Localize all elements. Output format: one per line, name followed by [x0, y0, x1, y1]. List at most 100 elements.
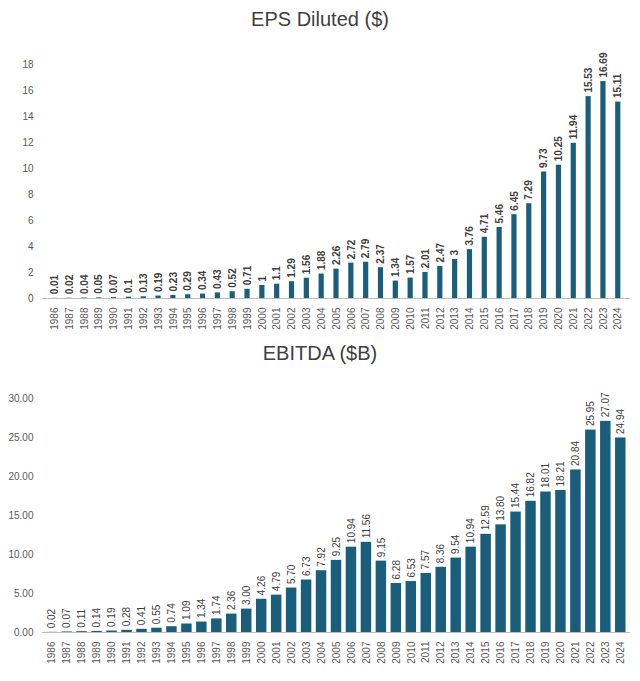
svg-text:16.69: 16.69 [598, 52, 609, 77]
svg-text:0.13: 0.13 [138, 273, 149, 293]
svg-text:2003: 2003 [301, 307, 312, 330]
svg-text:6: 6 [28, 215, 34, 226]
svg-text:1.34: 1.34 [390, 257, 401, 277]
svg-text:2021: 2021 [570, 641, 581, 664]
svg-text:2.36: 2.36 [226, 590, 237, 610]
svg-text:1987: 1987 [64, 307, 75, 330]
svg-text:2014: 2014 [465, 641, 476, 664]
svg-text:2009: 2009 [390, 307, 401, 330]
svg-text:7.29: 7.29 [523, 180, 534, 200]
svg-text:6.73: 6.73 [301, 556, 312, 576]
svg-text:3.00: 3.00 [241, 585, 252, 605]
svg-text:1.74: 1.74 [211, 595, 222, 615]
svg-text:0.07: 0.07 [108, 274, 119, 294]
svg-text:0.1: 0.1 [123, 279, 134, 293]
svg-text:2015: 2015 [480, 641, 491, 664]
svg-text:2004: 2004 [316, 641, 327, 664]
svg-text:2019: 2019 [540, 641, 551, 664]
svg-text:2.37: 2.37 [375, 244, 386, 264]
svg-text:25.00: 25.00 [8, 432, 33, 443]
svg-text:1997: 1997 [211, 641, 222, 664]
svg-text:30.00: 30.00 [8, 393, 33, 404]
svg-text:25.95: 25.95 [585, 401, 596, 426]
svg-text:2008: 2008 [376, 641, 387, 664]
svg-text:2016: 2016 [494, 307, 505, 330]
svg-text:2024: 2024 [615, 641, 626, 664]
svg-text:20.00: 20.00 [8, 471, 33, 482]
svg-text:2008: 2008 [375, 307, 386, 330]
svg-text:1989: 1989 [93, 307, 104, 330]
svg-text:2020: 2020 [553, 307, 564, 330]
svg-text:0.71: 0.71 [242, 265, 253, 285]
svg-text:0.11: 0.11 [76, 608, 87, 627]
svg-text:16.82: 16.82 [525, 472, 536, 497]
svg-text:2004: 2004 [316, 307, 327, 330]
svg-text:4.79: 4.79 [271, 571, 282, 591]
svg-text:0.19: 0.19 [153, 272, 164, 292]
svg-text:2022: 2022 [585, 641, 596, 664]
svg-text:0.43: 0.43 [212, 269, 223, 289]
svg-text:0.41: 0.41 [136, 605, 147, 625]
svg-text:1999: 1999 [242, 307, 253, 330]
svg-text:2006: 2006 [346, 641, 357, 664]
svg-text:1993: 1993 [151, 641, 162, 664]
svg-text:2017: 2017 [510, 641, 521, 664]
svg-text:9.54: 9.54 [450, 534, 461, 554]
svg-text:2005: 2005 [331, 307, 342, 330]
svg-text:0.74: 0.74 [166, 603, 177, 623]
svg-text:2.26: 2.26 [331, 245, 342, 265]
svg-text:8.36: 8.36 [435, 543, 446, 563]
svg-text:0.29: 0.29 [182, 271, 193, 291]
svg-text:6.28: 6.28 [391, 560, 402, 580]
svg-text:1994: 1994 [166, 641, 177, 664]
svg-text:2009: 2009 [391, 641, 402, 664]
svg-text:6.53: 6.53 [406, 558, 417, 578]
svg-text:18.01: 18.01 [540, 463, 551, 488]
svg-text:1.88: 1.88 [316, 250, 327, 270]
svg-text:2023: 2023 [598, 307, 609, 330]
svg-text:6.45: 6.45 [509, 191, 520, 211]
svg-text:4: 4 [28, 241, 34, 252]
svg-text:27.07: 27.07 [600, 392, 611, 417]
svg-text:0.07: 0.07 [61, 608, 72, 628]
svg-text:0.14: 0.14 [91, 608, 102, 628]
svg-text:2018: 2018 [523, 307, 534, 330]
svg-text:2016: 2016 [495, 641, 506, 664]
svg-text:12: 12 [22, 137, 34, 148]
svg-text:2022: 2022 [583, 307, 594, 330]
svg-text:1.34: 1.34 [196, 598, 207, 618]
svg-text:2012: 2012 [435, 641, 446, 664]
svg-text:1995: 1995 [182, 307, 193, 330]
svg-text:2002: 2002 [286, 641, 297, 664]
svg-text:1: 1 [257, 276, 268, 282]
svg-text:15.44: 15.44 [510, 483, 521, 508]
svg-text:1.56: 1.56 [301, 254, 312, 274]
svg-text:0.28: 0.28 [121, 606, 132, 626]
svg-text:1987: 1987 [61, 641, 72, 664]
svg-text:0.02: 0.02 [64, 274, 75, 294]
svg-text:1997: 1997 [212, 307, 223, 330]
svg-text:1995: 1995 [181, 641, 192, 664]
svg-text:2007: 2007 [360, 307, 371, 330]
svg-text:2013: 2013 [450, 641, 461, 664]
svg-text:2002: 2002 [286, 307, 297, 330]
svg-text:11.56: 11.56 [361, 514, 372, 539]
svg-text:13.80: 13.80 [495, 495, 506, 520]
svg-text:0.01: 0.01 [49, 274, 60, 294]
svg-text:1999: 1999 [241, 641, 252, 664]
svg-text:2: 2 [28, 267, 34, 278]
svg-text:11.94: 11.94 [568, 114, 579, 139]
svg-text:1998: 1998 [226, 641, 237, 664]
svg-text:1992: 1992 [136, 641, 147, 664]
svg-text:1996: 1996 [197, 307, 208, 330]
svg-text:2023: 2023 [600, 641, 611, 664]
svg-text:2007: 2007 [361, 641, 372, 664]
svg-text:7.92: 7.92 [316, 547, 327, 567]
svg-text:0.52: 0.52 [227, 268, 238, 288]
svg-text:2.79: 2.79 [360, 238, 371, 258]
svg-text:1990: 1990 [106, 641, 117, 664]
svg-text:10.94: 10.94 [346, 518, 357, 543]
svg-text:2020: 2020 [555, 641, 566, 664]
svg-text:18.21: 18.21 [555, 461, 566, 486]
svg-text:2011: 2011 [420, 307, 431, 329]
